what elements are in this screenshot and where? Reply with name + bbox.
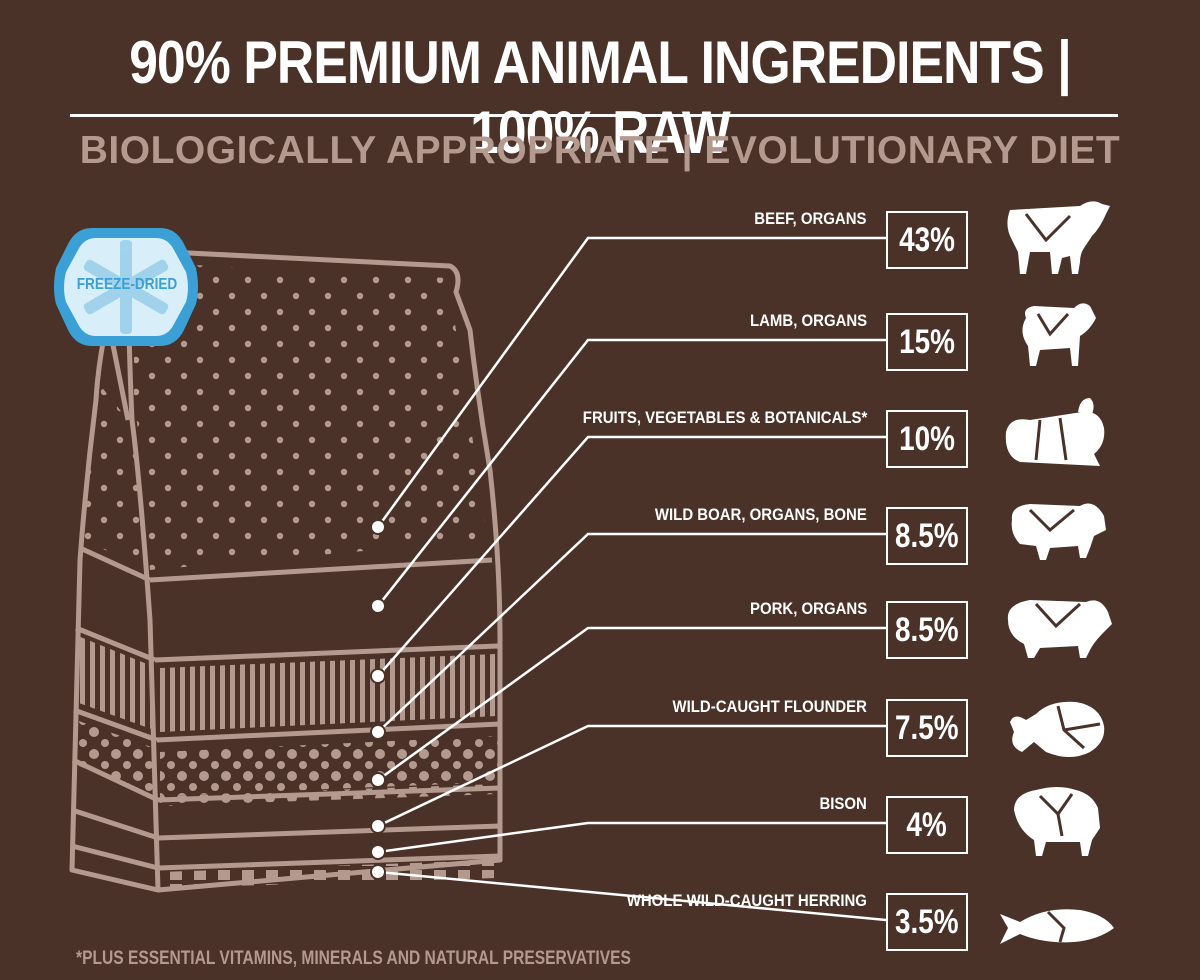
pointer-dot <box>370 668 386 684</box>
ingredient-label: BISON <box>819 794 867 813</box>
pointer-dot <box>370 519 386 535</box>
bison-icon <box>1014 787 1100 856</box>
ingredient-label: WILD BOAR, ORGANS, BONE <box>655 505 867 524</box>
ingredient-percent: 7.5% <box>886 699 968 757</box>
pointer-dot <box>370 772 386 788</box>
ingredient-label: BEEF, ORGANS <box>754 209 867 228</box>
ingredient-percent: 8.5% <box>886 507 968 565</box>
ingredient-label: FRUITS, VEGETABLES & BOTANICALS* <box>582 408 867 427</box>
freeze-dried-badge <box>54 228 198 346</box>
ingredient-percent: 3.5% <box>886 893 968 951</box>
ingredient-label: WILD-CAUGHT FLOUNDER <box>672 697 867 716</box>
ingredient-percent: 8.5% <box>886 601 968 659</box>
pointer-dot <box>370 598 386 614</box>
lamb-icon <box>1022 303 1096 366</box>
ingredient-label: PORK, ORGANS <box>749 599 867 618</box>
boar-icon <box>1011 503 1106 560</box>
freeze-dried-label: FREEZE-DRIED <box>76 276 178 293</box>
ingredient-percent: 15% <box>886 313 968 371</box>
pointer-dot <box>370 818 386 834</box>
ingredient-percent: 10% <box>886 410 968 468</box>
pointer-dot <box>370 864 386 880</box>
cow-icon <box>1007 201 1110 274</box>
ingredient-percent: 4% <box>886 796 968 854</box>
produce-icon <box>1005 398 1105 466</box>
subheadline: BIOLOGICALLY APPROPRIATE | EVOLUTIONARY … <box>79 129 1121 172</box>
footnote: *PLUS ESSENTIAL VITAMINS, MINERALS AND N… <box>76 948 631 969</box>
ingredient-label: WHOLE WILD-CAUGHT HERRING <box>626 891 867 910</box>
pointer-dot <box>370 844 386 860</box>
headline: 90% PREMIUM ANIMAL INGREDIENTS | 100% RA… <box>129 29 1071 166</box>
pig-icon <box>1007 600 1112 658</box>
herring-icon <box>1000 909 1114 944</box>
pointer-dot <box>370 724 386 740</box>
header-divider <box>70 114 1118 117</box>
ingredient-percent: 43% <box>886 211 968 269</box>
flounder-icon <box>1010 701 1105 757</box>
ingredient-label: LAMB, ORGANS <box>749 311 867 330</box>
